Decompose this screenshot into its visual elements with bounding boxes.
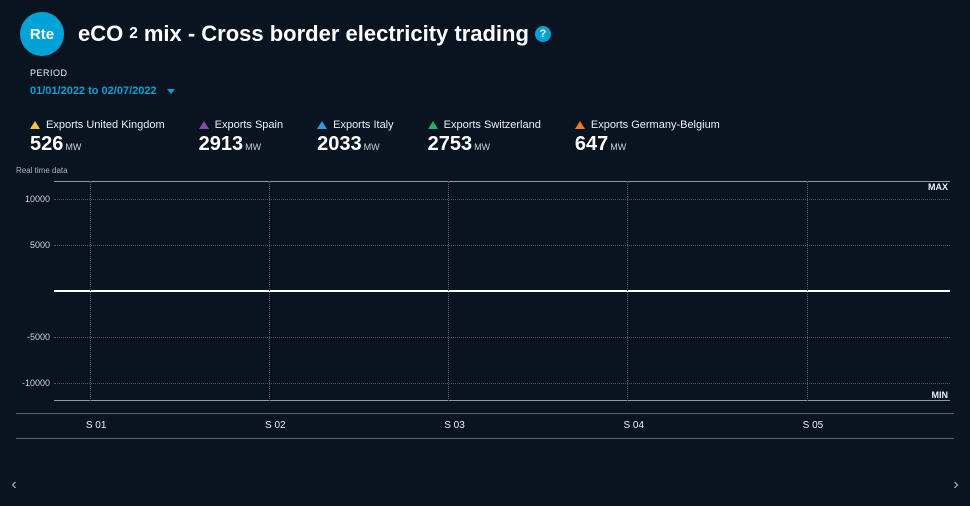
x-tick-label: S 01 bbox=[86, 420, 107, 431]
chevron-down-icon bbox=[167, 89, 175, 94]
bars-positive bbox=[54, 185, 950, 291]
prev-arrow[interactable]: ‹ bbox=[4, 476, 24, 494]
legend-unit: MW bbox=[610, 142, 626, 152]
y-tick-label: 5000 bbox=[30, 240, 50, 250]
legend-triangle-icon bbox=[428, 121, 438, 129]
page-title: eCO 2 mix - Cross border electricity tradi… bbox=[78, 21, 551, 47]
legend-label: Exports Italy bbox=[333, 119, 394, 131]
y-tick-label: -10000 bbox=[22, 378, 50, 388]
legend: Exports United Kingdom526MWExports Spain… bbox=[0, 105, 970, 162]
legend-item[interactable]: Exports Switzerland 2753MW bbox=[428, 119, 541, 156]
legend-item[interactable]: Exports Italy 2033MW bbox=[317, 119, 394, 156]
y-tick-label: -5000 bbox=[27, 332, 50, 342]
legend-triangle-icon bbox=[317, 121, 327, 129]
legend-unit: MW bbox=[364, 142, 380, 152]
period-range: 01/01/2022 to 02/07/2022 bbox=[30, 85, 157, 97]
help-icon[interactable]: ? bbox=[535, 26, 551, 42]
brand-logo: Rte bbox=[20, 12, 64, 56]
legend-unit: MW bbox=[474, 142, 490, 152]
legend-item[interactable]: Exports Germany-Belgium 647MW bbox=[575, 119, 720, 156]
legend-value: 526 bbox=[30, 133, 63, 156]
legend-label: Exports Spain bbox=[215, 119, 283, 131]
next-arrow[interactable]: › bbox=[946, 476, 966, 494]
legend-triangle-icon bbox=[30, 121, 40, 129]
legend-label: Exports United Kingdom bbox=[46, 119, 165, 131]
legend-value: 2753 bbox=[428, 133, 473, 156]
title-post: mix - Cross border electricity trading bbox=[144, 21, 529, 47]
legend-triangle-icon bbox=[575, 121, 585, 129]
legend-value: 2033 bbox=[317, 133, 362, 156]
chart-area: MAX MIN 100005000-5000-10000 bbox=[16, 177, 954, 405]
legend-item[interactable]: Exports Spain 2913MW bbox=[199, 119, 283, 156]
title-pre: eCO bbox=[78, 21, 123, 47]
x-tick-label: S 03 bbox=[444, 420, 465, 431]
legend-unit: MW bbox=[65, 142, 81, 152]
period-dropdown[interactable]: 01/01/2022 to 02/07/2022 bbox=[30, 85, 175, 97]
x-tick-label: S 05 bbox=[803, 420, 824, 431]
realtime-label: Real time data bbox=[0, 162, 970, 177]
x-axis: S 01 S 02 S 03 S 04 S 05 bbox=[16, 413, 954, 439]
legend-label: Exports Germany-Belgium bbox=[591, 119, 720, 131]
legend-triangle-icon bbox=[199, 121, 209, 129]
legend-unit: MW bbox=[245, 142, 261, 152]
x-tick-label: S 04 bbox=[623, 420, 644, 431]
legend-item[interactable]: Exports United Kingdom 526MW bbox=[30, 119, 165, 156]
legend-value: 647 bbox=[575, 133, 608, 156]
legend-label: Exports Switzerland bbox=[444, 119, 541, 131]
title-sub: 2 bbox=[129, 25, 138, 43]
period-label: PERIOD bbox=[30, 68, 940, 78]
bars-negative bbox=[54, 291, 950, 397]
legend-value: 2913 bbox=[199, 133, 244, 156]
x-tick-label: S 02 bbox=[265, 420, 286, 431]
y-tick-label: 10000 bbox=[25, 194, 50, 204]
